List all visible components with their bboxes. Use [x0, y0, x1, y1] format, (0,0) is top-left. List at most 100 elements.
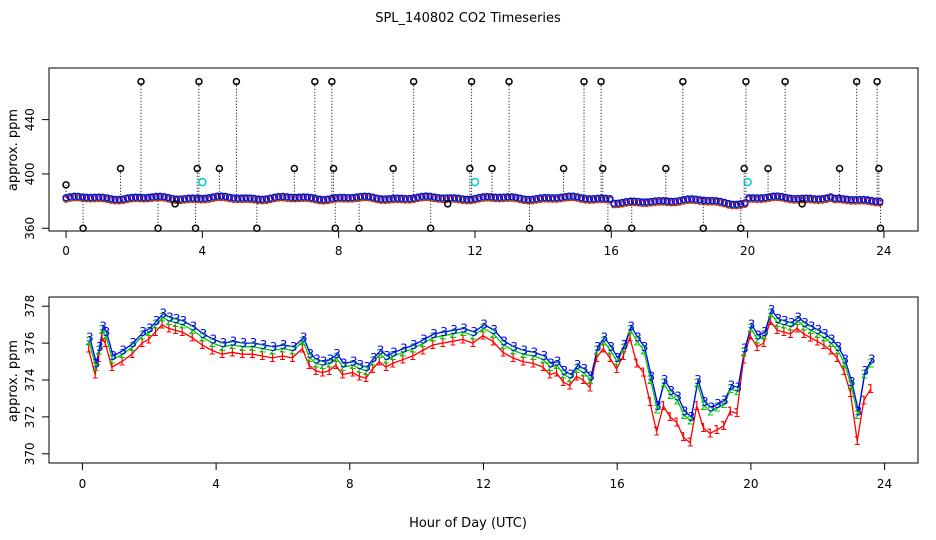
top-blue-point — [148, 193, 156, 201]
bottom-series-3-label: 3 — [490, 323, 498, 337]
bottom-series-1-label: 1 — [419, 343, 427, 357]
top-black-point — [599, 164, 607, 173]
bottom-series-1-label: 1 — [165, 321, 173, 335]
top-blue-point — [320, 195, 328, 204]
top-black-point — [329, 164, 338, 173]
top-black-point — [597, 77, 605, 86]
bottom-series-3-label: 3 — [741, 342, 749, 356]
bottom-series-1-label: 1 — [399, 353, 407, 367]
bottom-series-1-label: 1 — [85, 342, 93, 356]
top-blue-point — [618, 198, 626, 207]
bottom-series-1-label: 1 — [101, 336, 109, 350]
bottom-series-1-label: 1 — [312, 364, 320, 378]
bottom-series-1-label: 1 — [118, 355, 126, 369]
bottom-series-3-label: 3 — [390, 345, 398, 359]
bottom-series-1-label: 1 — [646, 395, 654, 409]
top-blue-point — [205, 194, 213, 202]
top-blue-point — [487, 193, 495, 201]
top-blue-point — [569, 192, 577, 200]
top-black-point — [580, 77, 588, 86]
bottom-series-1-label: 1 — [369, 362, 377, 376]
bottom-series-3-label: 3 — [270, 340, 278, 354]
bottom-series-1-label: 1 — [847, 386, 855, 400]
bottom-series-3-label: 3 — [607, 340, 615, 354]
bottom-series-3-label: 3 — [861, 364, 869, 378]
bottom-series-1-label: 1 — [409, 349, 417, 363]
bottom-series-2-label: 2 — [450, 327, 458, 341]
top-blue-point — [565, 192, 573, 200]
bottom-series-3-label: 3 — [714, 397, 722, 411]
bottom-series-3-label: 3 — [363, 360, 371, 374]
top-x-axis: 0 4 8 12 16 20 24 — [62, 231, 892, 258]
top-black-point — [171, 200, 179, 208]
top-black-point — [193, 164, 201, 173]
bottom-series-1-label: 1 — [807, 331, 815, 345]
top-blue-point — [283, 193, 291, 201]
top-blue-point — [696, 196, 704, 204]
top-blue-point — [594, 194, 602, 202]
top-blue-point — [291, 193, 299, 202]
bottom-series-2-label: 2 — [774, 316, 782, 330]
bottom-series-3-label: 3 — [654, 399, 662, 413]
top-blue-point — [733, 200, 741, 208]
top-cyan-point — [470, 177, 480, 187]
top-blue-point — [295, 193, 303, 201]
top-blue-point — [561, 192, 569, 201]
bottom-series-3-label: 3 — [159, 307, 167, 321]
bottom-series-2-label: 2 — [540, 353, 548, 367]
top-blue-point — [823, 194, 831, 202]
top-blue-point — [688, 195, 696, 203]
bottom-series-1-label: 1 — [449, 334, 457, 348]
bottom-series-3-label: 3 — [661, 373, 669, 387]
bottom-series-2-label: 2 — [667, 388, 675, 402]
bottom-series-2-label: 2 — [219, 340, 227, 354]
bottom-series-2-label: 2 — [409, 342, 417, 356]
bottom-series-2-label: 2 — [854, 408, 862, 422]
bottom-series-3-label: 3 — [520, 343, 528, 357]
top-blue-point — [344, 193, 352, 202]
bottom-series-3-label: 3 — [774, 312, 782, 326]
top-blue-point — [401, 194, 410, 203]
bottom-series-1-label: 1 — [158, 318, 166, 332]
bottom-series-3-label: 3 — [139, 325, 147, 339]
bottom-x-tick-label: 16 — [610, 477, 625, 491]
bottom-x-axis: 0 4 8 12 16 20 24 — [79, 463, 892, 491]
top-blue-point — [638, 198, 647, 206]
top-blue-point — [209, 193, 217, 201]
bottom-series-2-label: 2 — [470, 329, 478, 343]
bottom-series-2-label: 2 — [239, 340, 247, 354]
bottom-series-2-label: 2 — [694, 377, 702, 391]
top-black-point — [389, 164, 397, 173]
bottom-series-3-label: 3 — [868, 353, 876, 367]
bottom-series-2-label: 2 — [306, 351, 314, 365]
top-black-point — [835, 164, 844, 173]
bottom-series-1-label: 1 — [606, 351, 614, 365]
bottom-series-1-label: 1 — [339, 367, 347, 381]
top-blue-point — [275, 192, 283, 201]
top-blue-point — [438, 194, 446, 202]
top-black-point — [875, 164, 883, 173]
bottom-series-3-label: 3 — [119, 343, 127, 357]
bottom-series-3-label: 3 — [761, 325, 769, 339]
bottom-series-3-label: 3 — [815, 323, 823, 337]
top-blue-point — [843, 195, 851, 203]
bottom-series-3-label: 3 — [614, 351, 622, 365]
top-x-tick-label: 4 — [199, 244, 207, 258]
bottom-series-3-label: 3 — [200, 327, 208, 341]
top-blue-point — [610, 199, 618, 207]
top-y-axis: 360 400 440 — [23, 108, 49, 240]
bottom-series-2-label: 2 — [834, 343, 842, 357]
top-blue-point — [217, 192, 226, 200]
top-blue-point — [266, 194, 275, 202]
bottom-series-3-label: 3 — [674, 390, 682, 404]
bottom-series-1-label: 1 — [593, 351, 601, 365]
bottom-series-2-label: 2 — [867, 356, 875, 370]
bottom-series-2-label: 2 — [279, 342, 287, 356]
top-blue-point — [213, 192, 221, 200]
bottom-series-1-label: 1 — [299, 342, 307, 356]
bottom-series-1-label: 1 — [375, 355, 383, 369]
bottom-series-2-label: 2 — [620, 342, 628, 356]
top-black-point — [154, 224, 162, 233]
